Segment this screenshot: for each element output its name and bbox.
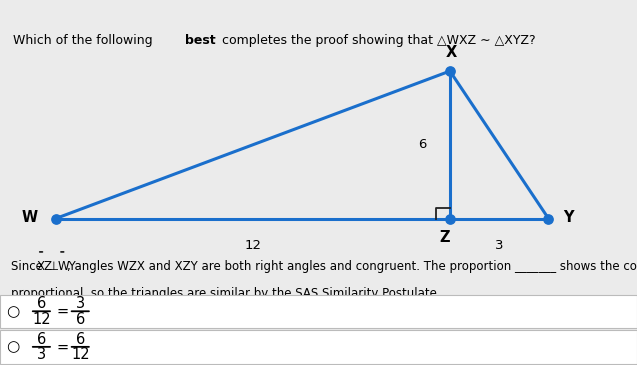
Text: 6: 6	[37, 296, 46, 311]
Text: 3: 3	[495, 239, 503, 253]
Text: 12: 12	[71, 347, 90, 362]
Text: 6: 6	[37, 331, 46, 346]
Text: 3: 3	[37, 347, 46, 362]
Text: =: =	[56, 304, 69, 319]
Text: 12: 12	[244, 239, 261, 253]
Point	[445, 216, 455, 222]
Text: =: =	[56, 339, 69, 354]
Text: X: X	[446, 45, 457, 60]
Text: best: best	[185, 34, 216, 47]
Text: 6: 6	[419, 138, 427, 151]
Bar	[0, 295, 637, 328]
Text: XZ: XZ	[37, 261, 53, 273]
Text: W: W	[22, 210, 38, 225]
Text: 3: 3	[76, 296, 85, 311]
Text: proportional, so the triangles are similar by the SAS Similarity Postulate.: proportional, so the triangles are simil…	[11, 287, 441, 300]
Point	[543, 216, 554, 222]
Text: Since: Since	[11, 261, 47, 273]
Text: Which of the following: Which of the following	[13, 34, 157, 47]
Text: ○: ○	[6, 339, 20, 354]
Text: WY: WY	[58, 261, 77, 273]
Point	[445, 68, 455, 74]
Point	[50, 216, 61, 222]
Text: ○: ○	[6, 304, 20, 319]
Text: completes the proof showing that △WXZ ∼ △XYZ?: completes the proof showing that △WXZ ∼ …	[218, 34, 536, 47]
Text: Z: Z	[440, 230, 450, 245]
Text: 6: 6	[76, 312, 85, 327]
Text: Y: Y	[563, 210, 574, 225]
Bar	[0, 330, 637, 364]
Text: 6: 6	[76, 331, 85, 346]
Text: 12: 12	[32, 312, 51, 327]
Text: ⊥: ⊥	[45, 261, 63, 273]
Text: , angles WZX and XZY are both right angles and congruent. The proportion _______: , angles WZX and XZY are both right angl…	[66, 261, 637, 273]
